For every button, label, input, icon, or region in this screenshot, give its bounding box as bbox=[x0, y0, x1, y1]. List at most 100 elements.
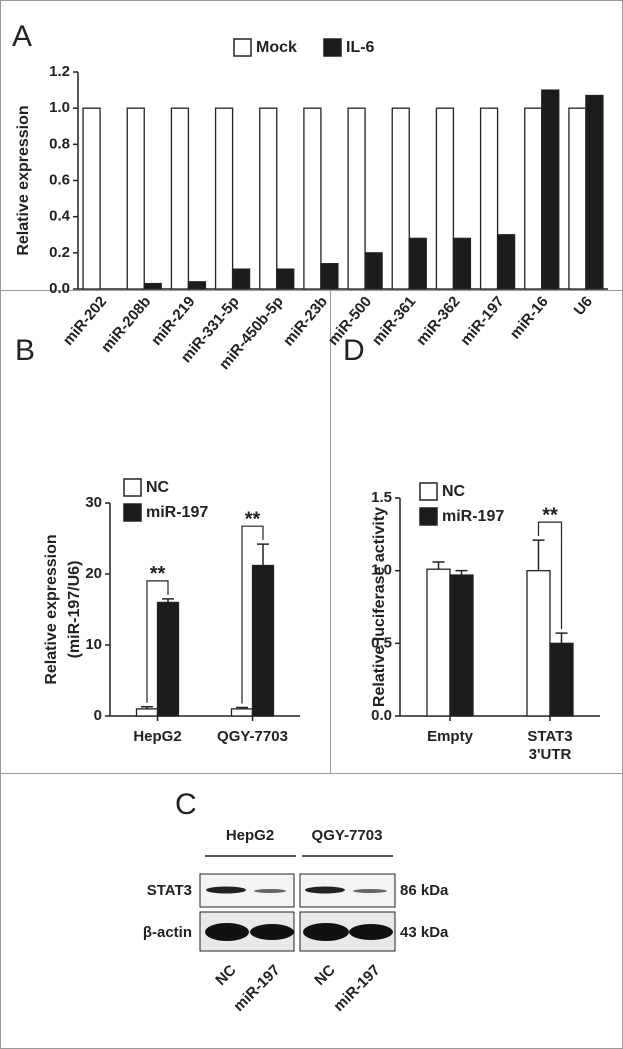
band bbox=[353, 889, 387, 893]
legend-swatch bbox=[123, 478, 142, 497]
legend-label: IL-6 bbox=[346, 39, 375, 56]
y-tick-label: 10 bbox=[85, 636, 102, 653]
panel-label: A bbox=[12, 20, 32, 53]
y-tick-label: 0 bbox=[94, 707, 102, 724]
bar bbox=[320, 263, 339, 290]
bar bbox=[135, 708, 159, 717]
error-bar bbox=[455, 569, 468, 576]
bar bbox=[126, 107, 145, 290]
sig-bracket bbox=[146, 580, 169, 703]
row-label: β-actin bbox=[143, 924, 192, 941]
panel-label: D bbox=[343, 334, 365, 367]
y-tick-label: 0.0 bbox=[371, 707, 392, 724]
legend-label: NC bbox=[442, 483, 466, 500]
sig-label: ** bbox=[542, 504, 558, 526]
band bbox=[206, 886, 246, 894]
y-tick-label: 1.0 bbox=[49, 99, 70, 116]
bar bbox=[251, 564, 275, 717]
bar bbox=[364, 252, 383, 290]
bar bbox=[496, 234, 516, 290]
band bbox=[205, 923, 249, 941]
bar bbox=[585, 94, 604, 290]
x-tick-label: STAT3 3'UTR bbox=[527, 728, 573, 763]
x-tick-slot: STAT3 3'UTR bbox=[527, 728, 573, 763]
y-tick-label: 1.5 bbox=[371, 489, 392, 506]
bar bbox=[170, 107, 190, 290]
error-bar bbox=[555, 632, 568, 644]
panel-label: B bbox=[15, 334, 35, 367]
bar bbox=[524, 107, 543, 290]
legend-label: Mock bbox=[256, 39, 297, 56]
x-tick-label: QGY-7703 bbox=[217, 728, 288, 745]
size-label: 86 kDa bbox=[400, 882, 449, 899]
group-label: HepG2 bbox=[226, 827, 274, 844]
y-axis-label: (miR-197/U6) bbox=[66, 561, 83, 659]
y-tick-label: 0.2 bbox=[49, 244, 70, 261]
bar bbox=[143, 282, 162, 290]
bar bbox=[435, 107, 455, 290]
panel-label: C bbox=[175, 788, 197, 821]
x-tick-label: HepG2 bbox=[133, 728, 182, 745]
y-tick-label: 1.2 bbox=[49, 63, 70, 80]
band bbox=[254, 889, 286, 893]
error-bar bbox=[236, 706, 248, 709]
y-tick-label: 0.6 bbox=[49, 171, 70, 188]
bar bbox=[526, 570, 551, 717]
sig-bracket bbox=[241, 525, 264, 704]
x-tick-slot: QGY-7703 bbox=[217, 728, 288, 745]
group-label: QGY-7703 bbox=[312, 827, 383, 844]
bar bbox=[391, 107, 410, 290]
y-axis-label: Relative expression bbox=[43, 534, 60, 684]
legend-swatch bbox=[123, 503, 142, 522]
sig-label: ** bbox=[245, 508, 261, 530]
bar bbox=[231, 268, 251, 290]
bar bbox=[187, 281, 207, 290]
y-axis-label: Relative luciferase activity bbox=[371, 507, 388, 707]
bar bbox=[82, 107, 101, 290]
band bbox=[349, 924, 393, 940]
sig-bracket bbox=[537, 521, 563, 630]
bar bbox=[214, 107, 234, 290]
y-tick-label: 0.8 bbox=[49, 135, 70, 152]
legend-label: miR-197 bbox=[146, 504, 208, 521]
y-tick-label: 0.4 bbox=[49, 208, 71, 225]
bar bbox=[568, 107, 587, 290]
band bbox=[305, 886, 345, 894]
band bbox=[303, 923, 349, 941]
bar bbox=[426, 568, 451, 717]
error-bar bbox=[257, 543, 269, 566]
row-label: STAT3 bbox=[147, 882, 192, 899]
y-tick-label: 0.5 bbox=[371, 634, 392, 651]
bar bbox=[347, 107, 366, 290]
y-tick-label: 0.0 bbox=[49, 280, 70, 297]
bar bbox=[541, 89, 560, 290]
y-tick-label: 30 bbox=[85, 494, 102, 511]
x-tick-slot: Empty bbox=[427, 728, 473, 745]
error-bar bbox=[162, 598, 174, 603]
legend-swatch bbox=[419, 507, 438, 526]
error-bar bbox=[432, 561, 445, 570]
legend-swatch bbox=[233, 38, 252, 57]
band bbox=[250, 924, 294, 940]
x-tick-slot: HepG2 bbox=[133, 728, 182, 745]
bar bbox=[156, 601, 180, 717]
legend-label: NC bbox=[146, 479, 170, 496]
bar bbox=[479, 107, 499, 290]
bar bbox=[276, 268, 295, 290]
error-bar bbox=[532, 539, 545, 571]
legend-swatch bbox=[419, 482, 438, 501]
size-label: 43 kDa bbox=[400, 924, 449, 941]
sig-label: ** bbox=[150, 563, 166, 585]
y-tick-label: 20 bbox=[85, 565, 102, 582]
bar bbox=[452, 237, 472, 290]
legend-swatch bbox=[323, 38, 342, 57]
error-bar bbox=[141, 706, 153, 709]
bar bbox=[259, 107, 278, 290]
bar bbox=[449, 574, 474, 717]
y-tick-label: 1.0 bbox=[371, 562, 392, 579]
legend-label: miR-197 bbox=[442, 508, 504, 525]
x-tick-label: Empty bbox=[427, 728, 473, 745]
bar bbox=[303, 107, 322, 290]
bar bbox=[408, 237, 427, 290]
